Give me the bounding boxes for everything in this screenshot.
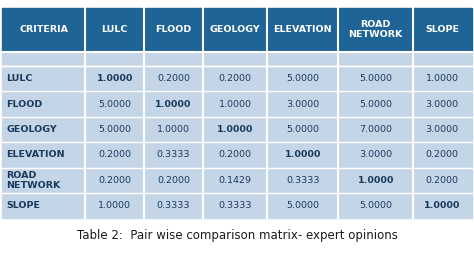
Text: 3.0000: 3.0000	[426, 125, 459, 134]
Text: 5.0000: 5.0000	[359, 100, 392, 109]
Text: 0.2000: 0.2000	[98, 176, 131, 185]
Text: 1.0000: 1.0000	[357, 176, 394, 185]
Text: 0.2000: 0.2000	[157, 74, 190, 83]
Bar	[144, 52, 203, 66]
Text: 3.0000: 3.0000	[359, 150, 392, 160]
Text: 0.2000: 0.2000	[426, 150, 459, 160]
Text: ELEVATION: ELEVATION	[273, 25, 332, 34]
Text: GEOLOGY: GEOLOGY	[210, 25, 260, 34]
Text: 0.2000: 0.2000	[219, 150, 252, 160]
Bar	[267, 52, 338, 66]
Text: Table 2:  Pair wise comparison matrix- expert opinions: Table 2: Pair wise comparison matrix- ex…	[77, 229, 397, 242]
Text: 0.3333: 0.3333	[286, 176, 319, 185]
Bar	[2, 52, 85, 66]
Text: 1.0000: 1.0000	[157, 125, 190, 134]
Text: 0.3333: 0.3333	[157, 150, 190, 160]
Text: 3.0000: 3.0000	[426, 100, 459, 109]
Text: CRITERIA: CRITERIA	[19, 25, 68, 34]
Text: SLOPE: SLOPE	[6, 201, 40, 210]
Text: 5.0000: 5.0000	[98, 100, 131, 109]
Text: FLOOD: FLOOD	[155, 25, 191, 34]
Text: 1.0000: 1.0000	[424, 201, 460, 210]
Text: ROAD
NETWORK: ROAD NETWORK	[6, 171, 60, 190]
Text: 1.0000: 1.0000	[155, 100, 191, 109]
Text: 0.1429: 0.1429	[219, 176, 252, 185]
Text: 5.0000: 5.0000	[286, 201, 319, 210]
Text: 3.0000: 3.0000	[286, 100, 319, 109]
Text: 5.0000: 5.0000	[286, 74, 319, 83]
Text: 1.0000: 1.0000	[284, 150, 321, 160]
Text: LULC: LULC	[101, 25, 128, 34]
Bar	[203, 52, 267, 66]
Bar	[85, 52, 144, 66]
Text: 7.0000: 7.0000	[359, 125, 392, 134]
Text: 0.3333: 0.3333	[157, 201, 190, 210]
Text: 1.0000: 1.0000	[98, 201, 131, 210]
Bar	[338, 52, 413, 66]
Text: ROAD
NETWORK: ROAD NETWORK	[348, 20, 403, 39]
Text: 1.0000: 1.0000	[97, 74, 133, 83]
Text: 5.0000: 5.0000	[359, 201, 392, 210]
Text: 0.2000: 0.2000	[98, 150, 131, 160]
Text: 0.2000: 0.2000	[219, 74, 252, 83]
Text: FLOOD: FLOOD	[6, 100, 42, 109]
Text: GEOLOGY: GEOLOGY	[6, 125, 57, 134]
Text: 0.2000: 0.2000	[426, 176, 459, 185]
Text: 1.0000: 1.0000	[217, 125, 253, 134]
Text: ELEVATION: ELEVATION	[6, 150, 65, 160]
Text: 1.0000: 1.0000	[426, 74, 459, 83]
Text: 5.0000: 5.0000	[286, 125, 319, 134]
Text: 1.0000: 1.0000	[219, 100, 252, 109]
Bar	[413, 52, 472, 66]
Text: 5.0000: 5.0000	[359, 74, 392, 83]
Text: 0.2000: 0.2000	[157, 176, 190, 185]
Text: 0.3333: 0.3333	[218, 201, 252, 210]
Text: LULC: LULC	[6, 74, 33, 83]
Text: 5.0000: 5.0000	[98, 125, 131, 134]
Text: SLOPE: SLOPE	[425, 25, 459, 34]
